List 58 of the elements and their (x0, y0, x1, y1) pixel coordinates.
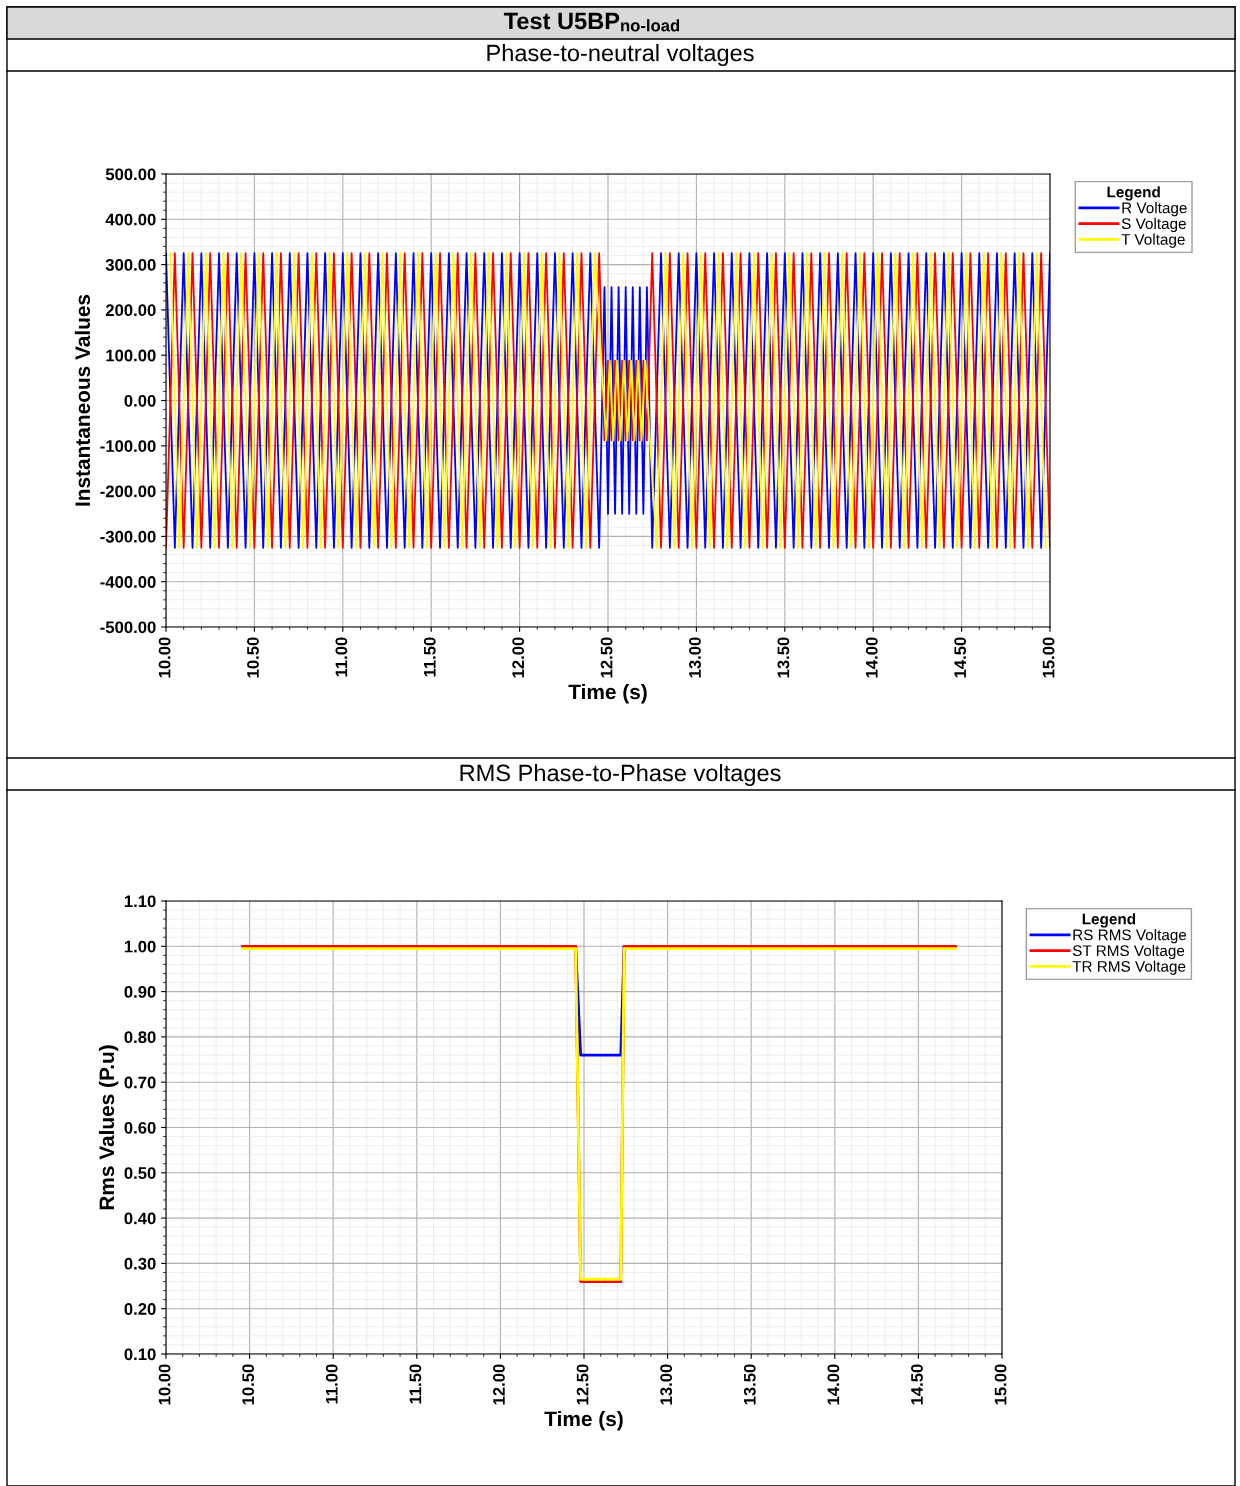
legend-label: TR RMS Voltage (1072, 960, 1186, 975)
x-tick-label: 10.00 (158, 1364, 171, 1405)
y-tick-label: -100.00 (100, 440, 156, 452)
y-tick-label: 1.00 (124, 940, 156, 953)
x-tick-label: 14.50 (954, 637, 967, 678)
y-tick-label: 0.80 (124, 1031, 156, 1044)
y-tick-label: 0.60 (124, 1121, 156, 1134)
y-axis-title: Rms Values (P.u) (98, 1045, 119, 1210)
y-tick-label: 0.90 (124, 986, 156, 998)
y-tick-label: 0.10 (124, 1348, 156, 1361)
x-tick-label: 13.00 (689, 637, 701, 678)
y-axis-title: Instantaneous Values (74, 294, 91, 506)
x-tick-label: 15.00 (994, 1364, 1007, 1405)
x-tick-label: 11.50 (423, 637, 436, 677)
x-axis-title: Time (s) (568, 683, 647, 704)
legend-label: R Voltage (1122, 202, 1187, 217)
x-tick-label: 10.50 (242, 1364, 255, 1405)
x-tick-label: 13.00 (660, 1364, 673, 1405)
x-tick-label: 11.50 (409, 1364, 422, 1404)
y-tick-label: 0.70 (124, 1076, 156, 1089)
chart-subtitle: Phase-to-neutral voltages (487, 44, 754, 66)
y-tick-label: -200.00 (100, 485, 156, 498)
y-tick-label: 0.50 (124, 1167, 156, 1179)
x-tick-label: 11.00 (335, 637, 348, 677)
y-tick-label: 200.00 (105, 304, 156, 317)
legend-label: RS RMS Voltage (1073, 929, 1187, 944)
x-tick-label: 12.00 (493, 1364, 505, 1405)
y-tick-label: 400.00 (105, 213, 156, 226)
chart-title: RMS Phase-to-Phase voltages (460, 763, 781, 787)
x-tick-label: 14.50 (911, 1364, 923, 1405)
y-tick-label: -300.00 (100, 530, 156, 543)
x-tick-label: 10.00 (158, 637, 171, 678)
legend-label: S Voltage (1121, 217, 1186, 233)
y-tick-label: -500.00 (100, 621, 156, 634)
y-tick-label: 0.00 (124, 394, 156, 407)
y-tick-label: 300.00 (105, 259, 156, 271)
x-tick-label: 13.50 (743, 1364, 756, 1405)
y-tick-label: 500.00 (105, 168, 156, 181)
x-tick-label: 15.00 (1042, 637, 1055, 678)
y-tick-label: 0.30 (124, 1257, 156, 1270)
x-tick-label: 12.00 (512, 637, 525, 678)
x-tick-label: 11.00 (325, 1364, 338, 1404)
legend-label: T Voltage (1121, 233, 1185, 248)
y-tick-label: 0.20 (124, 1303, 156, 1315)
x-tick-label: 13.50 (777, 637, 790, 678)
y-tick-label: -400.00 (100, 576, 156, 588)
x-tick-label: 14.00 (827, 1364, 840, 1405)
legend-title: Legend (1082, 913, 1136, 928)
x-tick-label: 10.50 (247, 637, 259, 678)
y-tick-label: 0.40 (124, 1212, 156, 1225)
legend-title: Legend (1107, 186, 1160, 201)
y-tick-label: 1.10 (124, 895, 156, 908)
x-axis-title: Time (s) (544, 1410, 623, 1431)
y-tick-label: 100.00 (106, 349, 156, 362)
x-tick-label: 12.50 (576, 1364, 589, 1405)
x-tick-label: 12.50 (600, 637, 613, 678)
x-tick-label: 14.00 (865, 637, 878, 678)
legend-label: ST RMS Voltage (1072, 944, 1185, 960)
